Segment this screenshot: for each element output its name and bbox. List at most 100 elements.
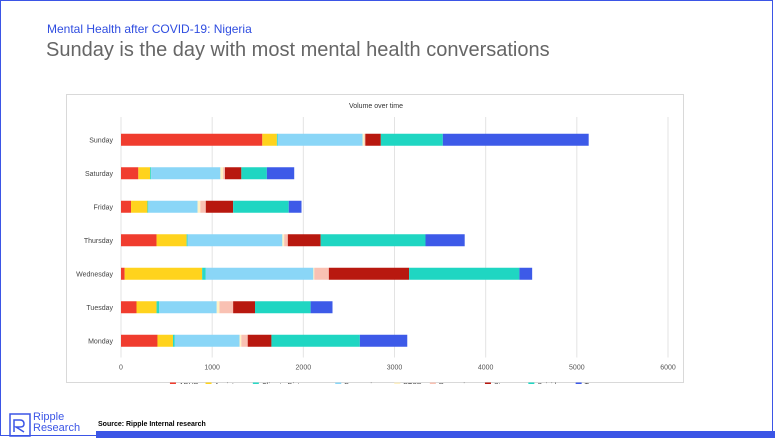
bar-segment xyxy=(216,301,220,314)
x-tick-label: 0 xyxy=(119,365,123,372)
bar-segment xyxy=(365,133,381,146)
bar-segment xyxy=(147,200,149,213)
bar-segment xyxy=(313,267,315,280)
legend-swatch xyxy=(528,382,535,384)
bar-segment xyxy=(121,334,158,347)
legend-label: Depression xyxy=(344,383,380,384)
legend-swatch xyxy=(252,382,259,384)
bar-segment xyxy=(310,301,333,314)
y-category-label: Monday xyxy=(88,338,113,345)
bar-segment xyxy=(172,334,175,347)
bar-segment xyxy=(121,200,132,213)
bar-segment xyxy=(425,234,465,247)
bar-segment xyxy=(277,133,363,146)
bar-segment xyxy=(262,133,277,146)
bar-segment xyxy=(131,200,148,213)
bar-segment xyxy=(519,267,533,280)
x-tick-label: 3000 xyxy=(387,365,403,372)
bar-segment xyxy=(224,167,242,180)
legend-label: Stress xyxy=(494,383,514,384)
y-category-label: Wednesday xyxy=(76,271,113,278)
bar-segment xyxy=(364,133,366,146)
bar-segment xyxy=(284,234,288,247)
bar-segment xyxy=(205,200,234,213)
bar-segment xyxy=(205,267,314,280)
x-tick-label: 5000 xyxy=(569,365,585,372)
bar-segment xyxy=(121,267,125,280)
y-category-label: Friday xyxy=(94,204,114,211)
chart-title: Volume over time xyxy=(349,103,403,110)
bar-segment xyxy=(271,334,360,347)
bar-segment xyxy=(255,301,311,314)
bar-segment xyxy=(138,167,151,180)
bar-segment xyxy=(247,334,272,347)
bar-segment xyxy=(150,167,152,180)
bar-segment xyxy=(187,234,283,247)
bar-segment xyxy=(442,133,589,146)
y-category-label: Tuesday xyxy=(86,305,113,312)
bar-segment xyxy=(159,301,217,314)
legend-label: ADHD xyxy=(179,383,199,384)
bar-segment xyxy=(121,234,157,247)
slide-title: Sunday is the day with most mental healt… xyxy=(46,39,550,61)
logo-line-ripple: Ripple xyxy=(33,411,65,423)
legend-swatch xyxy=(429,382,436,384)
bar-segment xyxy=(121,167,139,180)
bar-segment xyxy=(314,267,329,280)
x-tick-label: 1000 xyxy=(204,365,220,372)
legend-swatch xyxy=(394,382,401,384)
bar-segment xyxy=(174,334,240,347)
slide-supertitle: Mental Health after COVID-19: Nigeria xyxy=(47,22,252,36)
bar-segment xyxy=(241,334,248,347)
bar-segment xyxy=(233,200,289,213)
bar-segment xyxy=(220,167,224,180)
legend-swatch xyxy=(205,382,212,384)
bar-segment xyxy=(409,267,520,280)
bar-segment xyxy=(233,301,256,314)
y-category-label: Saturday xyxy=(85,171,114,178)
bar-segment xyxy=(320,234,426,247)
bar-segment xyxy=(241,167,267,180)
bar-segment xyxy=(136,301,157,314)
bar-segment xyxy=(276,133,278,146)
bar-segment xyxy=(282,234,285,247)
bar-segment xyxy=(156,234,187,247)
source-note: Source: Ripple Internal research xyxy=(98,421,206,428)
bottom-accent-bar xyxy=(96,431,775,438)
ripple-logo-icon xyxy=(9,413,31,437)
legend-label: PTSD xyxy=(403,383,422,384)
bar-segment xyxy=(266,167,295,180)
legend-label: Anxiety xyxy=(215,383,238,384)
bar-segment xyxy=(219,301,234,314)
legend-label: Suicide xyxy=(537,383,560,384)
bar-segment xyxy=(197,200,201,213)
legend-label: Reopening xyxy=(439,383,473,384)
bar-segment xyxy=(359,334,408,347)
chart-container: Volume over time Sunday Saturday Friday Thu… xyxy=(66,94,684,384)
legend-swatch xyxy=(575,382,582,384)
legend-swatch xyxy=(335,382,342,384)
bar-segment xyxy=(157,334,173,347)
y-category-label: Thursday xyxy=(84,238,114,245)
bar-segment xyxy=(223,167,225,180)
bar-segment xyxy=(362,133,365,146)
bar-segment xyxy=(124,267,203,280)
bar-segment xyxy=(287,234,321,247)
bar-segment xyxy=(288,200,302,213)
legend-swatch xyxy=(169,382,176,384)
y-category-label: Sunday xyxy=(89,137,113,144)
bar-segment xyxy=(151,167,221,180)
logo-text: Ripple Research xyxy=(33,412,80,434)
bar-segment xyxy=(380,133,443,146)
legend-label: Trauma xyxy=(585,383,609,384)
stacked-bar-chart: Volume over time Sunday Saturday Friday Thu… xyxy=(76,103,676,384)
bar-segment xyxy=(121,133,263,146)
bar-segment xyxy=(328,267,410,280)
legend-label: Climate Distress xyxy=(262,383,313,384)
bar-segment xyxy=(156,301,160,314)
bar-segment xyxy=(186,234,188,247)
bar-segment xyxy=(239,334,242,347)
bar-segment xyxy=(121,301,137,314)
logo-line-research: Research xyxy=(33,422,81,434)
x-tick-label: 6000 xyxy=(660,365,676,372)
